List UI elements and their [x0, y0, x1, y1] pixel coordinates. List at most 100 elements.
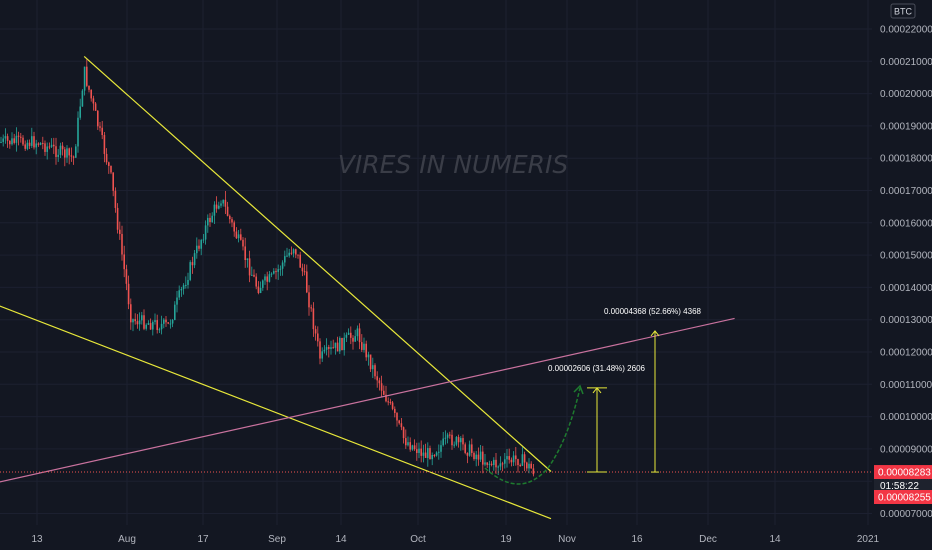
candle-body: [334, 342, 337, 348]
low-price-tag: [874, 490, 932, 504]
candle-body: [446, 434, 449, 438]
grid: [0, 0, 872, 525]
candle-body: [224, 199, 227, 207]
candle-body: [475, 454, 477, 460]
candle-body: [457, 437, 460, 443]
candle-body: [37, 143, 40, 145]
candle-body: [303, 271, 306, 273]
candle-body: [506, 456, 508, 460]
y-tick-label: 0.00015000: [880, 251, 932, 262]
candle-body: [209, 217, 211, 223]
candle-body: [77, 117, 79, 147]
candle-body: [103, 135, 106, 154]
candle-body: [279, 268, 282, 270]
candle-body: [490, 463, 493, 465]
candle-body: [345, 334, 348, 338]
candle-body: [358, 328, 361, 343]
candle-body: [429, 448, 431, 460]
candle-body: [105, 153, 108, 163]
candle-body: [171, 319, 174, 324]
x-axis[interactable]: 13 Aug 17 Sep 14 Oct 19 Nov 16 Dec 14 2021: [31, 534, 879, 545]
candle-body: [130, 304, 132, 323]
candle-body: [504, 459, 506, 464]
candle-body: [350, 332, 352, 338]
last-price-label: 0.00008283: [878, 468, 931, 479]
candle-body: [75, 146, 77, 158]
candle-body: [422, 452, 425, 456]
candle-body: [323, 349, 326, 352]
candle-body: [462, 438, 464, 445]
candle-body: [59, 145, 62, 155]
candle-body: [123, 254, 125, 270]
candle-body: [479, 451, 482, 460]
candle-body: [207, 217, 209, 226]
candle-body: [33, 136, 35, 148]
candle-body: [57, 154, 59, 157]
candle-body: [387, 401, 389, 403]
candle-body: [121, 233, 123, 255]
candle-body: [68, 148, 70, 156]
candle-body: [407, 442, 409, 446]
candle-body: [317, 333, 319, 342]
last-price-tag: [874, 465, 932, 480]
candle-body: [449, 434, 451, 436]
candle-body: [48, 146, 51, 148]
candle-body: [127, 283, 130, 305]
candle-body: [292, 249, 295, 254]
candle-body: [413, 445, 416, 450]
candle-body: [369, 354, 372, 370]
candle-body: [343, 337, 345, 351]
candle-body: [11, 138, 13, 145]
candle-body: [31, 136, 33, 146]
y-tick-label: 0.00021000: [880, 57, 932, 68]
candle-body: [163, 319, 165, 324]
candle-body: [237, 234, 240, 239]
candle-body: [176, 297, 178, 305]
x-tick-label: Sep: [268, 534, 286, 545]
candle-body: [22, 137, 24, 145]
candle-body: [471, 444, 473, 453]
candle-body: [2, 138, 4, 142]
candle-body: [235, 231, 238, 239]
candle-body: [132, 319, 134, 323]
candle-body: [125, 269, 128, 284]
candle-body: [92, 98, 95, 104]
candle-body: [152, 321, 154, 330]
countdown-tag: [874, 479, 932, 493]
candle-body: [24, 144, 26, 149]
y-tick-label: 0.00022000: [880, 25, 932, 36]
candle-body: [39, 142, 42, 145]
candle-body: [530, 463, 532, 469]
candle-body: [97, 110, 99, 127]
lower-trendline: [0, 305, 552, 520]
candle-body: [268, 274, 271, 282]
candle-body: [497, 466, 499, 468]
candle-body: [44, 143, 46, 152]
candle-body: [138, 320, 141, 325]
candle-body: [81, 90, 84, 107]
projection-curve: [484, 387, 581, 485]
candle-body: [356, 328, 359, 337]
candle-body: [438, 451, 440, 453]
candle-body: [191, 262, 194, 266]
candle-body: [354, 336, 356, 342]
candle-body: [167, 322, 169, 324]
candle-body: [453, 444, 455, 446]
candle-body: [193, 253, 196, 266]
candle-body: [519, 465, 521, 467]
candle-body: [4, 136, 7, 139]
candle-body: [134, 319, 136, 322]
candle-body: [94, 103, 97, 111]
candle-body: [145, 324, 147, 329]
candle-body: [295, 249, 297, 255]
x-tick-label: Aug: [118, 534, 136, 545]
candle-body: [482, 451, 484, 465]
projection-arrowhead: [573, 384, 584, 395]
currency-badge[interactable]: BTC: [890, 3, 916, 19]
candle-body: [493, 459, 495, 465]
price-tags: 0.00008283 01:58:220.00008255: [874, 465, 932, 504]
candle-body: [160, 323, 163, 330]
candle-body: [431, 455, 433, 460]
candle-body: [301, 267, 304, 272]
